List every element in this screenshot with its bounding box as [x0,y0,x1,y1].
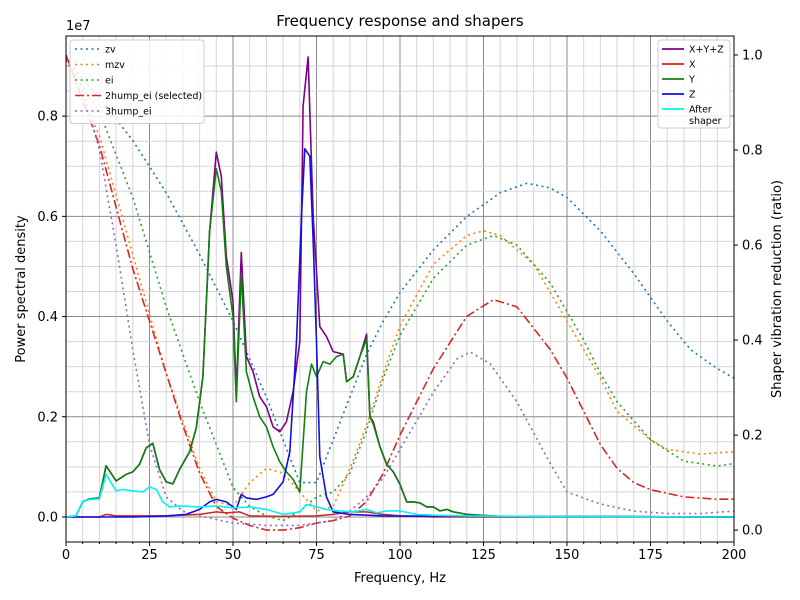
psd-curve-x [66,511,734,518]
y-axis-title: Power spectral density [14,215,29,363]
x-tick-label: 150 [555,548,580,563]
psd-legend-box [657,39,731,129]
shaper-legend-label: 2hump_ei (selected) [105,91,202,102]
x-tick-label: 175 [638,548,663,563]
x-tick-label: 0 [62,548,70,563]
shaper-legend-label: zv [105,45,116,56]
y2-tick-label: 0.0 [742,524,763,539]
shaper-curve-ei [65,59,735,522]
y2-tick-label: 0.4 [742,334,763,349]
y-axis-exponent-label: 1e7 [66,19,91,34]
shaper-legend-label: 3hump_ei [105,107,152,118]
psd-legend-label: Y [688,75,695,86]
x-tick-label: 25 [141,548,158,563]
psd-legend-label: Z [689,90,696,101]
psd-curves [65,56,735,518]
x-tick-label: 50 [225,548,242,563]
y2-tick-label: 1.0 [742,49,763,64]
x-tick-label: 125 [471,548,496,563]
psd-legend-label: After [689,105,712,116]
x-tick-label: 75 [308,548,325,563]
shaper-curve-mzv [65,59,735,513]
shaper-legend-box [69,39,205,124]
shaper-legend-label: ei [105,76,113,87]
y-tick-label: 0.8 [37,110,58,125]
shaper-curve-2hump-ei-selected- [65,54,734,531]
y-tick-label: 0.2 [37,410,58,425]
psd-curve-after-shaper [65,473,735,518]
shaper-legend-label: mzv [105,60,125,71]
psd-legend-label: X [689,60,696,71]
x-axis-title: Frequency, Hz [354,571,446,586]
shaper-curves [65,54,735,531]
y-tick-label: 0.6 [37,210,58,225]
y-tick-label: 0.4 [37,310,58,325]
chart-title: Frequency response and shapers [276,12,524,30]
x-tick-label: 100 [388,548,413,563]
shaper-legend: zv mzv ei 2hump_ei (selected) 3hump_ei [69,39,205,124]
y2-tick-label: 0.6 [742,239,763,254]
psd-curve-y [65,168,735,518]
y2-tick-label: 0.2 [742,429,763,444]
y2-axis-title: Shaper vibration reduction (ratio) [770,180,785,398]
psd-legend-label: X+Y+Z [689,45,724,56]
x-tick-label: 200 [722,548,747,563]
y-tick-label: 0.0 [37,510,58,525]
psd-curve-z [66,147,735,518]
shaper-curve-3hump-ei [65,59,735,527]
psd-legend-label-line2: shaper [689,116,722,127]
axis-ticks: 0 25 50 75 100 125 150 175 200 0.0 0.2 0.4 0.6 0.8 0.0… [37,49,762,563]
y2-tick-label: 0.8 [742,144,763,159]
